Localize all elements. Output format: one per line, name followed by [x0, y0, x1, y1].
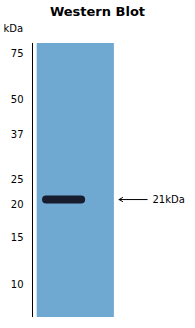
html-text:Western Blot: Western Blot	[49, 4, 146, 19]
svg-text:25: 25	[11, 174, 24, 185]
svg-text:37: 37	[11, 129, 24, 140]
svg-text:15: 15	[11, 232, 24, 243]
svg-text:75: 75	[11, 48, 24, 59]
svg-text:10: 10	[11, 279, 24, 290]
svg-text:21kDa: 21kDa	[153, 194, 185, 205]
svg-text:kDa: kDa	[4, 23, 24, 34]
svg-text:50: 50	[11, 94, 24, 105]
svg-text:20: 20	[11, 199, 24, 210]
